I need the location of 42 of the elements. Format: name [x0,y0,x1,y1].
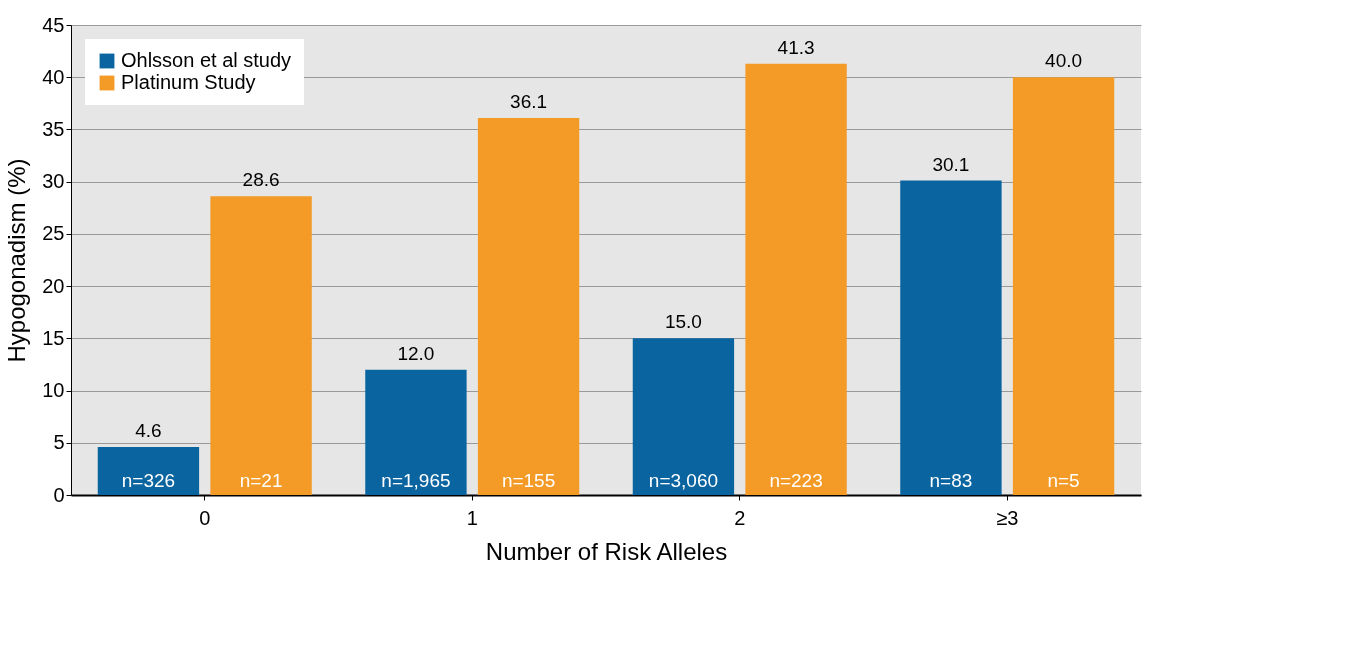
data-label: 40.0 [1045,50,1083,72]
x-tick-label: 2 [734,506,746,529]
y-axis-title: Hypogonadism (%) [3,158,31,363]
bar [477,117,580,495]
data-label: 15.0 [664,311,702,333]
x-axis-title: Number of Risk Alleles [485,537,728,565]
annotation: n=1,965 [381,470,451,491]
x-tick-label: ≥3 [996,506,1019,529]
annotation: n=326 [121,470,176,491]
data-label: 28.6 [242,169,280,191]
annotation: n=21 [239,470,283,491]
bar [210,196,312,495]
y-tick-label: 5 [53,431,65,454]
bar [900,180,1002,495]
bar [365,369,467,495]
y-tick-label: 45 [42,13,65,36]
data-label: 30.1 [932,153,970,175]
annotation: n=5 [1047,470,1080,491]
bar [97,446,200,495]
y-tick-label: 25 [42,222,65,245]
bar [745,63,847,495]
data-label: 41.3 [777,36,815,58]
y-tick-label: 30 [42,170,65,193]
legend-label: Ohlsson et al study [121,49,292,71]
bar [1012,77,1115,495]
annotation: n=3,060 [648,470,719,491]
data-label: 36.1 [510,90,548,112]
data-label: 4.6 [135,419,162,441]
y-tick-label: 15 [42,326,65,349]
x-tick-label: 1 [466,506,478,529]
annotation: n=83 [929,470,973,491]
y-tick-label: 20 [42,274,65,297]
y-tick-label: 10 [42,379,65,402]
x-tick-label: 0 [199,506,211,529]
y-tick-label: 40 [42,65,65,88]
legend-label: Platinum Study [121,71,256,93]
data-label: 12.0 [397,342,435,364]
y-tick-label: 0 [53,483,65,506]
annotation: n=155 [501,470,556,491]
bar [632,338,735,495]
y-tick-label: 35 [42,117,65,140]
annotation: n=223 [769,470,823,491]
